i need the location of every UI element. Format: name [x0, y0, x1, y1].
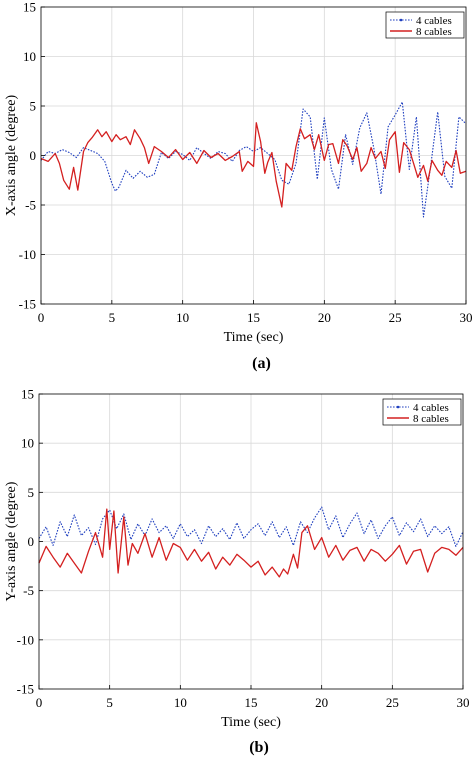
y-tick-label: 0 [28, 534, 35, 549]
x-tick-label: 15 [247, 310, 260, 325]
x-axis-label: Time (sec) [221, 715, 281, 730]
y-tick-label: 0 [30, 148, 37, 163]
x-tick-label: 30 [457, 695, 470, 710]
y-tick-label: -15 [17, 682, 34, 697]
x-tick-label: 20 [318, 310, 331, 325]
panel-caption: (a) [252, 355, 271, 372]
chart-panel-b: 0 5 10 15 20 25 30 15 10 5 0 -5 -10 -15 Time (sec) Y-ax… [4, 387, 470, 757]
y-axis-label: Y-axis angle (degree) [4, 481, 19, 601]
legend-label: 4 cables [413, 402, 449, 414]
legend-label: 4 cables [416, 15, 452, 27]
y-tick-label: 15 [21, 387, 34, 402]
y-tick-label: 15 [23, 0, 36, 15]
x-axis-label: Time (sec) [224, 330, 284, 345]
legend-marker [396, 405, 400, 409]
legend-label: 8 cables [416, 26, 452, 38]
x-tick-label: 5 [106, 695, 113, 710]
y-tick-label: 10 [21, 436, 34, 451]
x-tick-label: 0 [36, 695, 43, 710]
legend-marker [399, 18, 403, 22]
y-axis-label: X-axis angle (degree) [4, 95, 19, 217]
y-tick-label: 10 [23, 49, 36, 64]
x-tick-label: 5 [109, 310, 116, 325]
series-line-4-cables [38, 506, 464, 547]
legend-label: 8 cables [413, 413, 449, 425]
y-tick-label: -10 [17, 632, 34, 647]
series-line-8-cables [38, 508, 464, 578]
legend-box [382, 398, 462, 426]
x-tick-label: 30 [460, 310, 473, 325]
panel-caption: (b) [249, 739, 269, 756]
y-tick-label: -15 [19, 297, 36, 312]
x-tick-label: 10 [174, 695, 187, 710]
x-tick-label: 20 [315, 695, 328, 710]
x-tick-label: 25 [386, 695, 399, 710]
legend-box [385, 11, 465, 39]
x-tick-label: 0 [38, 310, 45, 325]
y-tick-label: 5 [30, 99, 37, 114]
y-tick-label: -5 [23, 583, 34, 598]
y-tick-label: -5 [25, 198, 36, 213]
chart-panel-a: 0 5 10 15 20 25 30 15 10 5 0 -5 -10 -15 Time (sec) X-ax… [4, 0, 473, 372]
series-line-8-cables [40, 122, 467, 208]
y-tick-label: 5 [28, 485, 35, 500]
x-tick-label: 10 [176, 310, 189, 325]
y-tick-label: -10 [19, 247, 36, 262]
series-line-4-cables [40, 101, 467, 218]
x-tick-label: 25 [389, 310, 402, 325]
x-tick-label: 15 [245, 695, 258, 710]
